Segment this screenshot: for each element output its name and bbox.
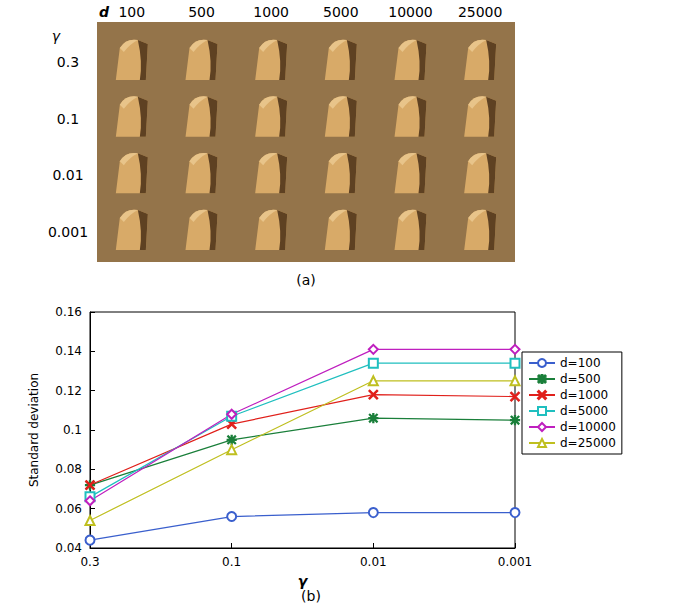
svg-text:0.16: 0.16 bbox=[55, 305, 82, 319]
svg-text:d=1000: d=1000 bbox=[560, 388, 608, 402]
svg-text:d=500: d=500 bbox=[560, 372, 601, 386]
svg-text:25000: 25000 bbox=[458, 4, 503, 20]
svg-text:Standard deviation: Standard deviation bbox=[27, 373, 41, 487]
svg-text:d=10000: d=10000 bbox=[560, 420, 616, 434]
svg-text:0.001: 0.001 bbox=[498, 555, 532, 569]
svg-text:d=25000: d=25000 bbox=[560, 436, 616, 450]
svg-text:0.14: 0.14 bbox=[55, 344, 82, 358]
svg-text:d=100: d=100 bbox=[560, 356, 601, 370]
svg-text:0.3: 0.3 bbox=[57, 54, 79, 70]
svg-text:d: d bbox=[99, 4, 110, 20]
svg-text:1000: 1000 bbox=[253, 4, 289, 20]
svg-text:0.1: 0.1 bbox=[222, 555, 241, 569]
svg-text:100: 100 bbox=[118, 4, 145, 20]
svg-text:0.12: 0.12 bbox=[55, 384, 82, 398]
svg-text:500: 500 bbox=[188, 4, 215, 20]
svg-text:0.04: 0.04 bbox=[55, 541, 82, 555]
svg-text:0.1: 0.1 bbox=[57, 111, 79, 127]
svg-text:γ: γ bbox=[298, 573, 309, 589]
svg-text:0.06: 0.06 bbox=[55, 502, 82, 516]
svg-text:γ: γ bbox=[52, 28, 61, 44]
svg-text:5000: 5000 bbox=[323, 4, 359, 20]
svg-text:d=5000: d=5000 bbox=[560, 404, 608, 418]
svg-text:0.08: 0.08 bbox=[55, 462, 82, 476]
svg-text:0.001: 0.001 bbox=[48, 224, 88, 240]
svg-text:0.3: 0.3 bbox=[80, 555, 99, 569]
svg-text:(a): (a) bbox=[296, 272, 316, 288]
svg-text:0.01: 0.01 bbox=[52, 167, 83, 183]
svg-text:(b): (b) bbox=[301, 588, 321, 604]
svg-text:0.1: 0.1 bbox=[63, 423, 82, 437]
svg-text:0.01: 0.01 bbox=[360, 555, 387, 569]
svg-text:10000: 10000 bbox=[388, 4, 433, 20]
